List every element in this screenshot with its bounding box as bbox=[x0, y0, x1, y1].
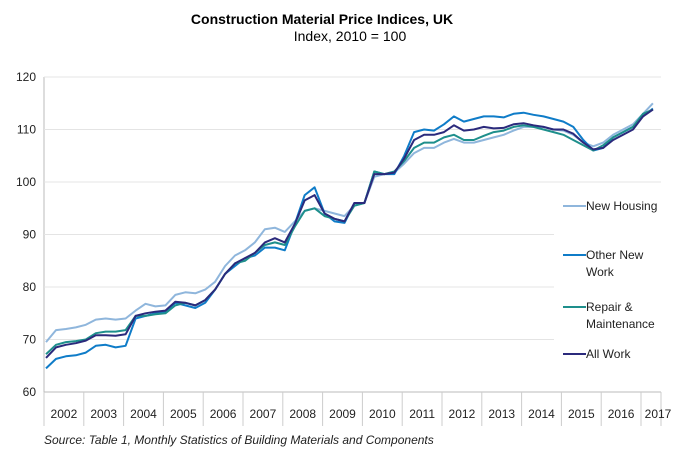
series-line-all-work bbox=[45, 108, 654, 359]
x-tick-label: 2004 bbox=[130, 407, 157, 421]
chart-subtitle: Index, 2010 = 100 bbox=[294, 28, 407, 44]
y-tick-label: 60 bbox=[23, 385, 37, 399]
x-tick-label: 2002 bbox=[51, 407, 78, 421]
x-tick-label: 2003 bbox=[90, 407, 117, 421]
legend-item: All Work bbox=[563, 347, 631, 361]
x-tick-label: 2014 bbox=[528, 407, 555, 421]
legend-label: New Housing bbox=[586, 199, 657, 213]
legend-item: Other New Work bbox=[563, 248, 644, 279]
x-tick-label: 2013 bbox=[488, 407, 515, 421]
x-tick-label: 2010 bbox=[369, 407, 396, 421]
y-tick-label: 110 bbox=[17, 123, 36, 137]
x-tick-label: 2015 bbox=[568, 407, 595, 421]
legend-label: Other New Work bbox=[586, 248, 644, 279]
y-tick-label: 90 bbox=[23, 228, 37, 242]
source-note: Source: Table 1, Monthly Statistics of B… bbox=[44, 433, 434, 447]
x-tick-label: 2017 bbox=[645, 407, 672, 421]
x-tick-label: 2005 bbox=[170, 407, 197, 421]
series-line-new-housing bbox=[45, 102, 654, 343]
legend-item: Repair & Maintenance bbox=[563, 300, 655, 331]
y-tick-label: 100 bbox=[16, 175, 36, 189]
series-line-other-new-work bbox=[45, 107, 654, 370]
y-tick-label: 70 bbox=[23, 333, 37, 347]
y-tick-label: 80 bbox=[23, 280, 37, 294]
x-tick-label: 2012 bbox=[449, 407, 476, 421]
x-tick-label: 2016 bbox=[608, 407, 635, 421]
legend-item: New Housing bbox=[563, 199, 657, 213]
x-tick-label: 2011 bbox=[409, 407, 435, 421]
legend-label: All Work bbox=[586, 347, 631, 361]
x-tick-label: 2009 bbox=[329, 407, 356, 421]
y-tick-label: 120 bbox=[16, 70, 36, 84]
chart-title: Construction Material Price Indices, UK bbox=[191, 11, 453, 27]
x-tick-label: 2008 bbox=[289, 407, 316, 421]
x-tick-label: 2007 bbox=[250, 407, 277, 421]
legend-label: Repair & Maintenance bbox=[586, 300, 655, 331]
x-tick-label: 2006 bbox=[210, 407, 237, 421]
